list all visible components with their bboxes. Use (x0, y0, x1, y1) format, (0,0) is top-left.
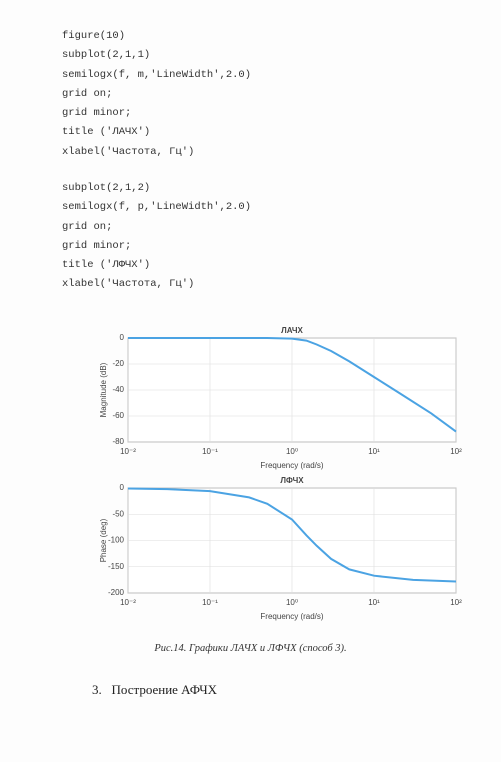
y-tick-label: -200 (108, 588, 125, 597)
x-tick-label: 10⁻² (120, 447, 136, 456)
code-line: title ('ЛФЧХ') (62, 259, 151, 272)
y-tick-label: -60 (112, 411, 124, 420)
x-tick-label: 10² (450, 447, 462, 456)
code-line: grid on; (62, 87, 113, 100)
y-tick-label: -80 (112, 437, 124, 446)
code-line: semilogx(f, p,'LineWidth',2.0) (62, 201, 252, 214)
caption: Рис.14. Графики ЛАЧХ и ЛФЧХ (способ 3). (154, 643, 347, 654)
code-line: xlabel('Частота, Гц') (62, 145, 195, 158)
x-axis-label: Frequency (rad/s) (260, 461, 323, 470)
x-tick-label: 10⁰ (286, 447, 298, 456)
x-axis-label: Frequency (rad/s) (260, 612, 323, 621)
code-line: subplot(2,1,2) (62, 182, 151, 194)
code-line: grid minor; (62, 239, 132, 252)
y-tick-label: 0 (120, 333, 125, 342)
y-tick-label: -20 (112, 359, 124, 368)
y-tick-label: -50 (112, 509, 124, 518)
code-line: figure(10) (62, 30, 126, 42)
chart-title: ЛАЧХ (281, 326, 303, 335)
y-tick-label: -150 (108, 562, 125, 571)
code-line: subplot(2,1,1) (62, 49, 151, 62)
code-line: xlabel('Частота, Гц') (62, 278, 195, 291)
x-tick-label: 10¹ (368, 447, 380, 456)
x-tick-label: 10⁻² (120, 598, 136, 607)
y-axis-label: Phase (deg) (99, 518, 108, 562)
y-tick-label: -100 (108, 536, 125, 545)
figure: 10⁻² 10⁻¹ 10⁰ 10¹ 10²-80-60-40-200ЛАЧХFreque… (99, 326, 462, 621)
code-line: grid minor; (62, 107, 132, 120)
code-block: subplot(2,1,2) semilogx(f, p,'LineWidth',… (62, 179, 251, 295)
x-tick-label: 10⁰ (286, 598, 298, 607)
x-tick-label: 10² (450, 598, 462, 607)
data-line (127, 487, 457, 583)
x-tick-label: 10⁻¹ (202, 598, 218, 607)
y-axis-label: Magnitude (dB) (99, 362, 108, 417)
x-tick-label: 10¹ (368, 598, 380, 607)
y-tick-label: 0 (120, 483, 125, 492)
code-block: figure(10) subplot(2,1,1) semilogx(f, m,'L… (62, 27, 251, 162)
data-line (128, 337, 457, 433)
chart-title: ЛФЧХ (280, 476, 304, 485)
y-tick-label: -40 (112, 385, 124, 394)
code-line: grid on; (62, 220, 113, 233)
code-line: semilogx(f, m,'LineWidth',2.0) (62, 68, 252, 81)
x-tick-label: 10⁻¹ (202, 447, 218, 456)
section-heading: 3. Построение АФЧХ (92, 682, 218, 697)
code-line: title ('ЛАЧХ') (62, 126, 151, 139)
